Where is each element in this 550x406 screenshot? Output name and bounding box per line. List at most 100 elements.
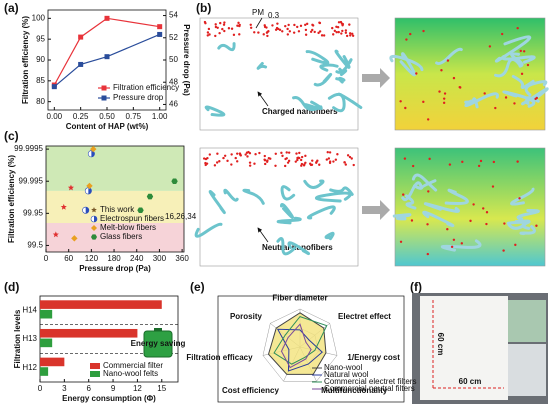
axis-label: Filtration efficiency (%) (21, 16, 30, 104)
particle (450, 245, 454, 249)
particle (446, 59, 450, 62)
particle (352, 163, 355, 167)
particle (335, 25, 338, 28)
particle (248, 161, 252, 164)
y2-tick-label: 50 (169, 55, 178, 64)
particle (404, 106, 407, 110)
particle (284, 24, 287, 28)
legend-label: Natural wool (324, 370, 369, 379)
x-tick-label: 0 (38, 384, 43, 393)
x-tick-label: 1.00 (152, 112, 168, 121)
particle (230, 153, 233, 156)
fiber (242, 188, 265, 205)
particle (438, 90, 441, 93)
inset (508, 344, 546, 396)
particle (403, 157, 407, 160)
radar-axis-label: 1/Energy cost (347, 353, 400, 362)
particle (315, 161, 318, 164)
panel-label: (d) (4, 280, 19, 294)
pointer (255, 17, 263, 29)
particle (337, 21, 341, 24)
pm-sub: 0.3 (268, 11, 280, 20)
fiber (217, 42, 236, 52)
particle (216, 152, 219, 155)
particle (331, 26, 334, 30)
particle (500, 32, 504, 36)
particle (204, 157, 208, 161)
x-tick-label: 12 (133, 384, 142, 393)
fiber (194, 222, 223, 238)
particle (223, 21, 226, 24)
particle (294, 160, 297, 163)
particle (514, 243, 517, 247)
dimension-label: 60 cm (459, 377, 482, 386)
fiber (521, 87, 549, 106)
particle (208, 33, 211, 36)
fiber (502, 90, 536, 108)
legend-marker (101, 85, 107, 91)
particle (207, 27, 211, 31)
particle (253, 162, 256, 165)
point (104, 15, 110, 21)
particle (479, 159, 483, 163)
particle (351, 32, 354, 36)
particle (405, 38, 408, 41)
particle (232, 33, 236, 37)
particle (337, 30, 340, 34)
y2-tick-label: 46 (169, 100, 178, 109)
particle (322, 34, 326, 37)
fiber (306, 205, 336, 220)
particle (311, 28, 314, 32)
particle (494, 106, 497, 110)
point (67, 184, 74, 191)
particle (328, 160, 332, 163)
particle (302, 164, 306, 167)
particle (287, 159, 291, 163)
particle (287, 151, 291, 154)
y-tick-label: H12 (22, 363, 37, 372)
fiber (280, 185, 296, 201)
bar (40, 328, 138, 338)
particle (344, 31, 348, 34)
particle (311, 23, 314, 27)
plot-frame (45, 145, 185, 253)
particle (263, 154, 266, 158)
particle (222, 23, 226, 26)
particle (305, 22, 309, 26)
particle (254, 153, 257, 156)
particle (513, 102, 516, 105)
panel-label: (c) (4, 129, 19, 143)
particle (326, 151, 329, 154)
particle (469, 219, 472, 223)
particle (258, 151, 261, 155)
particle (311, 159, 314, 162)
bar (40, 367, 49, 376)
y-tick-label: 85 (36, 76, 45, 85)
band (46, 223, 184, 252)
particle (443, 92, 447, 95)
x-tick-label: 9 (111, 384, 116, 393)
particle (202, 157, 206, 160)
particle (298, 151, 301, 155)
legend-marker (91, 234, 97, 240)
particle (286, 27, 289, 31)
particle (248, 164, 252, 167)
particle (460, 242, 464, 245)
legend-marker (101, 95, 107, 101)
particle (222, 156, 225, 160)
particle (286, 161, 290, 164)
particle (304, 154, 307, 158)
particle (325, 158, 329, 161)
x-tick-label: 120 (85, 254, 99, 263)
fiber (511, 74, 535, 89)
particle (304, 23, 307, 27)
legend-marker (94, 216, 97, 222)
legend-label: This work (100, 205, 135, 214)
particle (267, 30, 270, 33)
particle (422, 100, 425, 104)
fiber (305, 50, 330, 65)
particle (485, 211, 489, 214)
legend-label: Melt-blow fibers (100, 223, 156, 232)
legend-label: Nano-wool (324, 363, 362, 372)
particle (239, 154, 243, 157)
